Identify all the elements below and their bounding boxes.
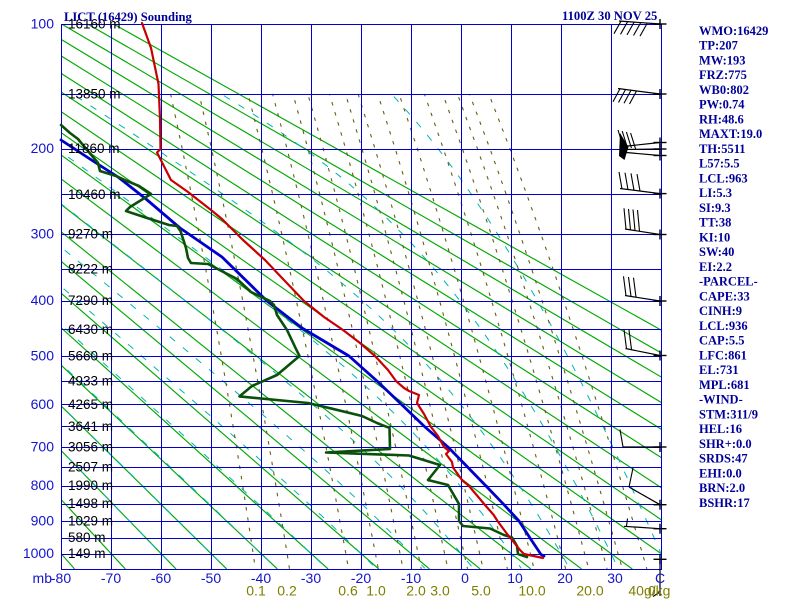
svg-text:5660 m: 5660 m	[68, 349, 113, 364]
svg-text:16160 m: 16160 m	[68, 17, 121, 32]
svg-text:EHI:0.0: EHI:0.0	[699, 466, 742, 480]
svg-text:LICT (16429) Sounding: LICT (16429) Sounding	[64, 10, 193, 24]
svg-text:0: 0	[461, 570, 469, 586]
svg-text:BSHR:17: BSHR:17	[699, 496, 750, 510]
svg-text:30: 30	[607, 570, 623, 586]
svg-text:200: 200	[31, 140, 55, 156]
svg-text:LI:5.3: LI:5.3	[699, 186, 732, 200]
svg-text:3.0: 3.0	[430, 583, 450, 599]
svg-text:8222 m: 8222 m	[68, 261, 113, 276]
svg-text:0.1: 0.1	[246, 583, 266, 599]
svg-text:HEL:16: HEL:16	[699, 422, 742, 436]
svg-text:1.0: 1.0	[366, 583, 386, 599]
svg-text:LFC:861: LFC:861	[699, 348, 747, 362]
svg-text:3056 m: 3056 m	[68, 440, 113, 455]
svg-text:WB0:802: WB0:802	[699, 83, 749, 97]
svg-text:400: 400	[31, 292, 55, 308]
svg-text:100: 100	[31, 16, 55, 32]
svg-text:CAP:5.5: CAP:5.5	[699, 334, 744, 348]
svg-text:1029 m: 1029 m	[68, 514, 113, 529]
svg-text:EL:731: EL:731	[699, 363, 739, 377]
svg-text:0.2: 0.2	[277, 583, 297, 599]
svg-text:20.0: 20.0	[576, 583, 603, 599]
svg-text:13850 m: 13850 m	[68, 86, 121, 101]
svg-text:5.0: 5.0	[471, 583, 491, 599]
svg-text:3641 m: 3641 m	[68, 419, 113, 434]
svg-text:-40: -40	[251, 570, 271, 586]
svg-text:20: 20	[557, 570, 573, 586]
svg-text:SI:9.3: SI:9.3	[699, 201, 731, 215]
svg-text:SW:40: SW:40	[699, 245, 734, 259]
svg-text:4265 m: 4265 m	[68, 397, 113, 412]
svg-text:PW:0.74: PW:0.74	[699, 98, 745, 112]
svg-text:LCL:963: LCL:963	[699, 171, 748, 185]
svg-text:C: C	[655, 570, 665, 586]
svg-text:300: 300	[31, 225, 55, 241]
svg-text:g/kg: g/kg	[644, 583, 670, 599]
svg-text:FRZ:775: FRZ:775	[699, 68, 747, 82]
svg-text:TT:38: TT:38	[699, 216, 731, 230]
svg-text:-WIND-: -WIND-	[699, 393, 743, 407]
svg-text:10.0: 10.0	[518, 583, 545, 599]
svg-text:KI:10: KI:10	[699, 230, 730, 244]
svg-text:9270 m: 9270 m	[68, 226, 113, 241]
svg-text:SHR+:0.0: SHR+:0.0	[699, 437, 752, 451]
svg-text:40.0: 40.0	[628, 583, 655, 599]
svg-text:1990 m: 1990 m	[68, 478, 113, 493]
svg-text:STM:311/9: STM:311/9	[699, 407, 758, 421]
svg-text:-PARCEL-: -PARCEL-	[699, 275, 758, 289]
svg-text:11860 m: 11860 m	[68, 141, 120, 156]
svg-text:580 m: 580 m	[68, 530, 106, 545]
svg-text:L57:5.5: L57:5.5	[699, 157, 740, 171]
svg-text:-80: -80	[51, 570, 71, 586]
svg-text:BRN:2.0: BRN:2.0	[699, 481, 745, 495]
svg-text:MPL:681: MPL:681	[699, 378, 750, 392]
svg-text:SRDS:47: SRDS:47	[699, 452, 748, 466]
svg-text:149 m: 149 m	[68, 546, 106, 561]
svg-text:WMO:16429: WMO:16429	[699, 24, 768, 38]
svg-text:0.6: 0.6	[338, 583, 358, 599]
svg-text:-20: -20	[351, 570, 371, 586]
svg-text:4933 m: 4933 m	[68, 374, 113, 389]
svg-text:10460 m: 10460 m	[68, 187, 121, 202]
svg-text:RH:48.6: RH:48.6	[699, 112, 744, 126]
svg-text:7290 m: 7290 m	[68, 293, 113, 308]
svg-text:700: 700	[31, 439, 55, 455]
svg-text:10: 10	[507, 570, 523, 586]
svg-text:1498 m: 1498 m	[68, 496, 113, 511]
svg-text:MW:193: MW:193	[699, 53, 746, 67]
svg-text:EI:2.2: EI:2.2	[699, 260, 732, 274]
svg-text:TH:5511: TH:5511	[699, 142, 746, 156]
svg-text:MAXT:19.0: MAXT:19.0	[699, 127, 762, 141]
svg-text:-10: -10	[401, 570, 421, 586]
svg-text:-70: -70	[101, 570, 121, 586]
svg-text:TP:207: TP:207	[699, 39, 738, 53]
svg-text:-30: -30	[301, 570, 321, 586]
svg-text:-50: -50	[201, 570, 221, 586]
svg-text:800: 800	[31, 477, 55, 493]
svg-text:1100Z 30 NOV 25: 1100Z 30 NOV 25	[562, 9, 657, 23]
svg-text:CINH:9: CINH:9	[699, 304, 742, 318]
svg-text:CAPE:33: CAPE:33	[699, 289, 750, 303]
svg-text:2507 m: 2507 m	[68, 459, 113, 474]
svg-text:900: 900	[31, 513, 55, 529]
svg-text:1000: 1000	[23, 545, 54, 561]
svg-text:-60: -60	[151, 570, 171, 586]
svg-text:500: 500	[31, 348, 55, 364]
svg-text:LCL:936: LCL:936	[699, 319, 748, 333]
svg-text:mb: mb	[33, 570, 53, 586]
svg-text:6430 m: 6430 m	[68, 322, 113, 337]
svg-text:2.0: 2.0	[406, 583, 426, 599]
svg-text:600: 600	[31, 396, 55, 412]
